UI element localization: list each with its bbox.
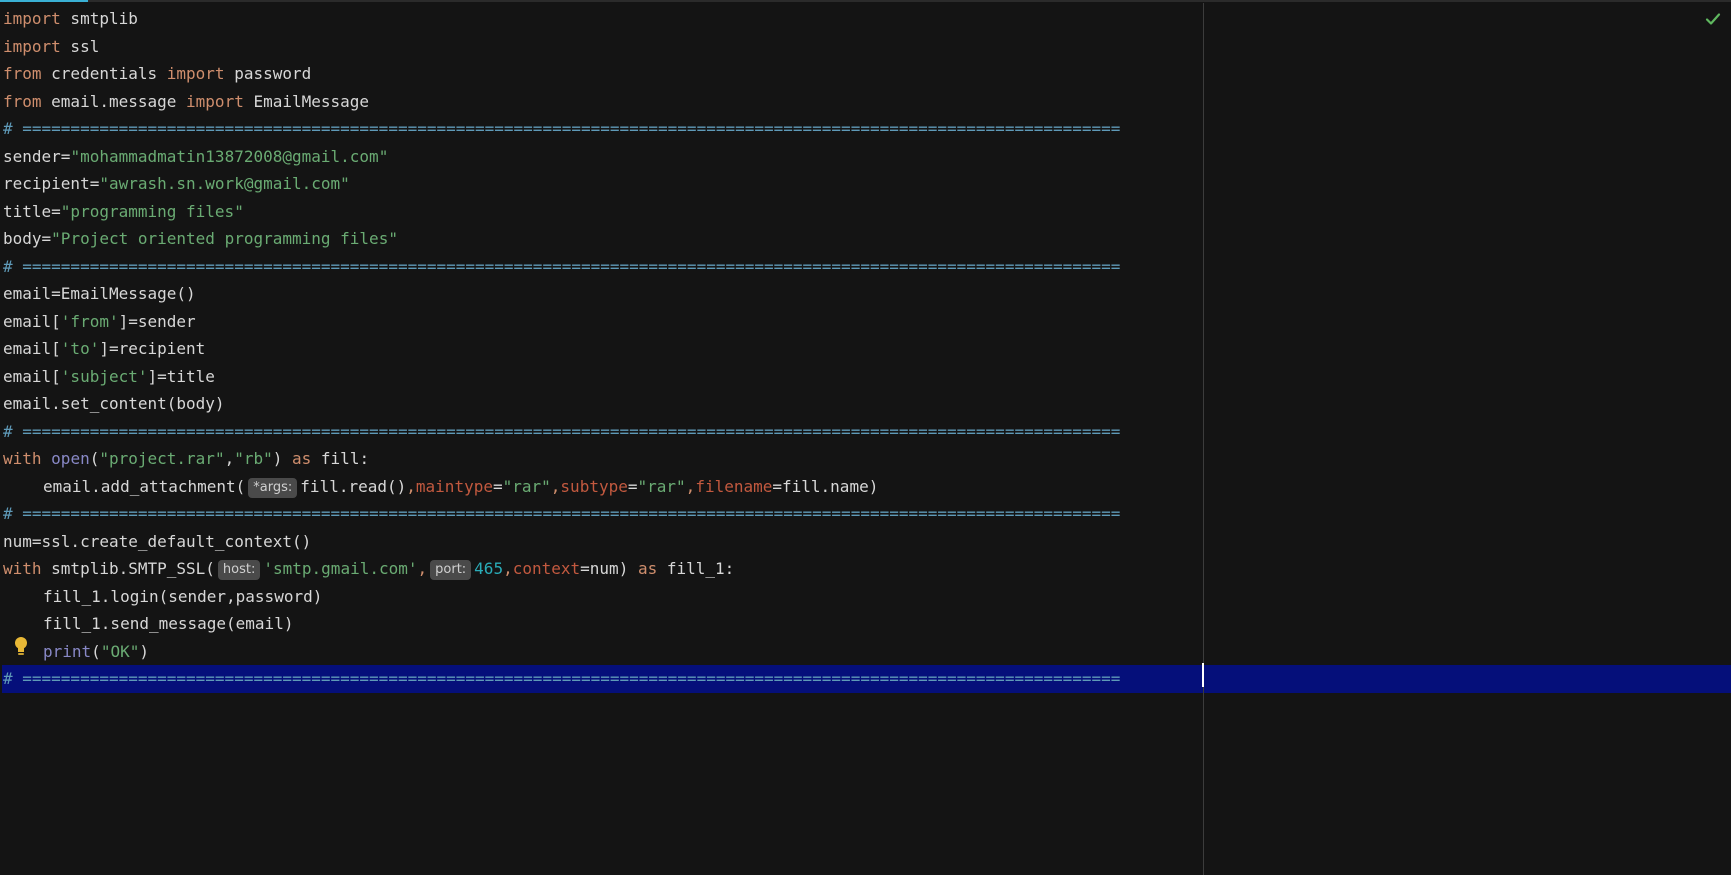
- code-line-3[interactable]: from credentials import password: [3, 64, 312, 83]
- code-line-24[interactable]: print("OK"): [43, 641, 149, 661]
- active-tab-indicator: [0, 0, 88, 2]
- code-line-25-current[interactable]: # ======================================…: [2, 665, 1731, 693]
- parameter-hint-args: *args:: [248, 477, 298, 498]
- code-line-22[interactable]: fill_1.login(sender,password): [43, 586, 323, 606]
- code-line-20[interactable]: num=ssl.create_default_context(): [3, 531, 312, 551]
- code-line-6[interactable]: sender="mohammadmatin13872008@gmail.com": [3, 146, 389, 166]
- code-line-10[interactable]: # ======================================…: [2, 253, 1731, 281]
- code-line-19[interactable]: # ======================================…: [2, 500, 1731, 528]
- code-line-5[interactable]: # ======================================…: [2, 115, 1731, 143]
- separator-comment: # ======================================…: [3, 669, 1121, 688]
- code-line-18[interactable]: email.add_attachment(*args: fill.read(),m…: [43, 476, 879, 498]
- text-caret: [1202, 663, 1204, 687]
- code-line-4[interactable]: from email.message import EmailMessage: [3, 91, 370, 111]
- code-line-11[interactable]: email=EmailMessage(): [3, 284, 196, 303]
- code-line-13[interactable]: email['to']=recipient: [3, 339, 206, 358]
- code-line-12[interactable]: email['from']=sender: [3, 311, 196, 331]
- separator-comment: # ======================================…: [3, 504, 1121, 523]
- parameter-hint-host: host:: [217, 560, 261, 580]
- code-line-14[interactable]: email['subject']=title: [3, 366, 215, 386]
- lightbulb-icon[interactable]: [13, 636, 29, 658]
- separator-comment: # ======================================…: [3, 256, 1121, 276]
- code-line-16[interactable]: # ======================================…: [2, 418, 1731, 446]
- code-line-21[interactable]: with smtplib.SMTP_SSL(host:'smtp.gmail.c…: [3, 559, 735, 580]
- checkmark-icon[interactable]: [1705, 11, 1721, 27]
- parameter-hint-port: port:: [430, 560, 472, 580]
- code-line-1[interactable]: import smtplib: [3, 9, 138, 28]
- code-line-15[interactable]: email.set_content(body): [3, 394, 225, 413]
- editor-tab-strip: [0, 0, 1731, 2]
- code-line-17[interactable]: with open("project.rar","rb") as fill:: [3, 449, 370, 468]
- code-line-8[interactable]: title="programming files": [3, 201, 244, 221]
- code-line-7[interactable]: recipient="awrash.sn.work@gmail.com": [3, 174, 350, 193]
- code-line-9[interactable]: body="Project oriented programming files…: [3, 229, 398, 248]
- separator-comment: # ======================================…: [3, 421, 1121, 441]
- separator-comment: # ======================================…: [3, 119, 1121, 138]
- code-line-23[interactable]: fill_1.send_message(email): [43, 614, 294, 633]
- code-line-2[interactable]: import ssl: [3, 36, 100, 56]
- code-editor[interactable]: import smtplib import ssl from credentia…: [2, 5, 1731, 693]
- right-margin-guide: [1203, 3, 1204, 875]
